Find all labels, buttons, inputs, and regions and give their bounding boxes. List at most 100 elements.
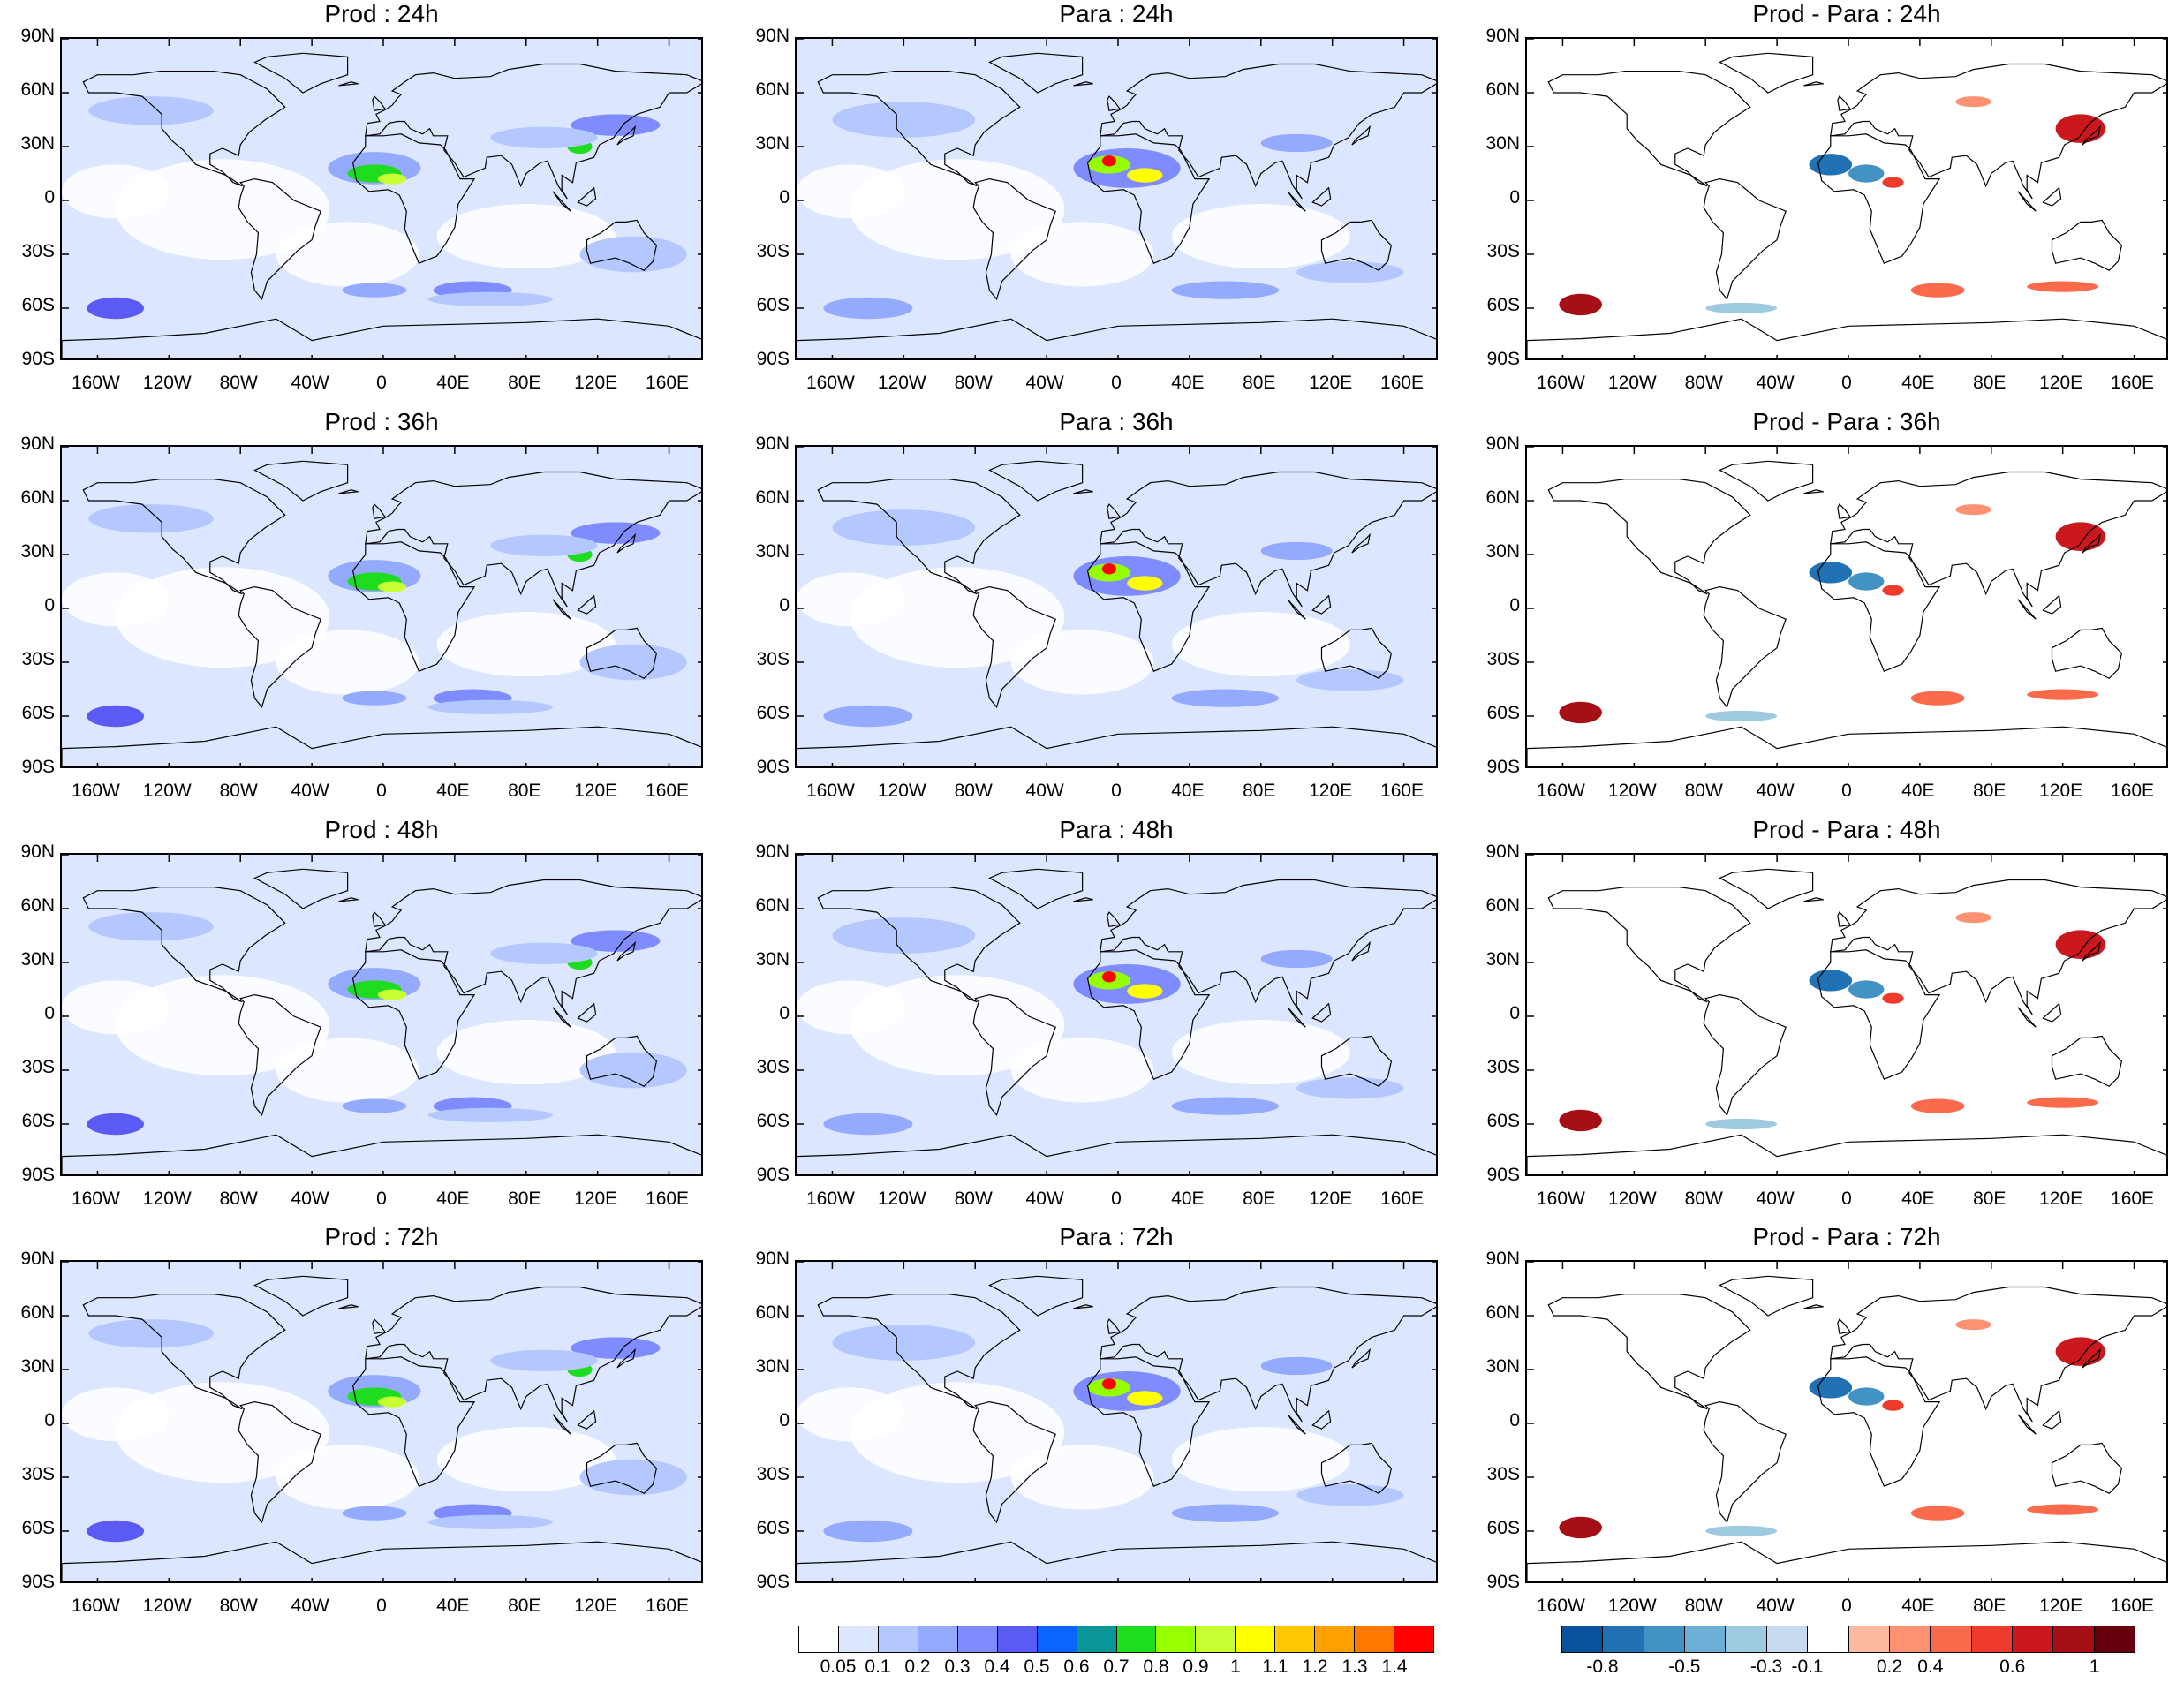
field-contour (1910, 1098, 1965, 1113)
field-low-area (850, 567, 1065, 668)
colorbar-label: 1.3 (1341, 1657, 1368, 1677)
field-contour (1955, 504, 1991, 516)
field-contour (571, 930, 661, 952)
field-low-area (1010, 1038, 1154, 1103)
field-low-area (1171, 1020, 1350, 1085)
coastline (552, 191, 571, 212)
coastline (1830, 471, 2166, 608)
coastline (1719, 460, 1814, 502)
lon-label: 120E (574, 1189, 618, 1209)
lon-label: 80E (1973, 1596, 2006, 1616)
lon-label: 160W (1537, 781, 1585, 801)
field-low-area (62, 1387, 170, 1442)
coastline (1803, 489, 1824, 494)
field-contour (342, 691, 407, 706)
lat-label: 0 (1509, 1410, 1520, 1430)
lon-label: 160E (1380, 781, 1425, 801)
field-contour (1705, 1118, 1778, 1130)
coastline (62, 726, 701, 766)
field-contour (2027, 689, 2099, 700)
lon-label: 80W (219, 1189, 258, 1209)
colorbar-swatch (1037, 1626, 1077, 1652)
coastline (372, 95, 387, 111)
field-low-area (62, 572, 170, 627)
coastline (577, 594, 597, 615)
field-contour (832, 917, 976, 954)
coastline (577, 186, 597, 207)
map-field (62, 447, 701, 766)
field-contour (342, 1098, 407, 1113)
lat-label: 90S (756, 757, 790, 777)
lat-label: 0 (779, 1003, 790, 1023)
lon-label: 40W (1025, 373, 1064, 393)
lon-label: 40W (291, 1189, 329, 1209)
lat-label: 60S (756, 295, 790, 315)
lon-label: 40E (1901, 1189, 1935, 1209)
colorbar-swatch (1116, 1626, 1157, 1652)
field-low-area (797, 572, 904, 627)
lat-label: 0 (44, 1410, 55, 1430)
colorbar-swatch (1315, 1626, 1356, 1652)
coastline (2042, 1002, 2062, 1023)
colorbar-swatch (1808, 1626, 1849, 1652)
coastline (2017, 1007, 2037, 1028)
field-contour (1296, 1077, 1404, 1099)
lon-label: 120E (1309, 781, 1353, 801)
lat-label: 90N (1485, 434, 1520, 454)
lat-label: 30S (1486, 1464, 1520, 1484)
lat-label: 30S (1486, 241, 1520, 261)
colorbar-swatch (838, 1626, 879, 1652)
lon-label: 40E (436, 1189, 470, 1209)
coastline (1086, 541, 1211, 672)
coastline (1107, 503, 1122, 519)
lon-label: 40W (291, 1596, 329, 1616)
field-contour (1296, 1484, 1404, 1506)
map-plot-area (1525, 37, 2168, 360)
colorbar-swatch (1931, 1626, 1972, 1652)
coastline (338, 1304, 359, 1309)
colorbar-swatch (799, 1626, 839, 1652)
coastline (972, 993, 1056, 1117)
lon-label: 160E (1380, 373, 1425, 393)
coastline (972, 177, 1056, 301)
lon-label: 160W (806, 781, 855, 801)
coastline (988, 460, 1084, 502)
lon-label: 0 (376, 1596, 387, 1616)
field-contour (1127, 576, 1163, 591)
colorbar-label: 1 (2089, 1657, 2100, 1677)
field-contour (1296, 669, 1404, 691)
coastline (1351, 125, 1372, 146)
field-contour (1260, 1356, 1333, 1376)
field-contour (1882, 992, 1904, 1004)
lat-label: 60N (755, 895, 790, 916)
coastline (2017, 599, 2037, 620)
coastline (1837, 95, 1852, 111)
field-contour (377, 173, 407, 185)
field-contour (571, 114, 661, 136)
lat-label: 60N (1485, 895, 1520, 916)
coastline (552, 1414, 571, 1435)
lat-label: 60N (20, 79, 55, 100)
coastline (351, 1356, 476, 1487)
field-contour (1171, 1504, 1279, 1522)
lon-label: 160W (72, 1596, 120, 1616)
field-low-area (850, 159, 1065, 260)
coastline (972, 1400, 1056, 1524)
colorbar-swatches (1561, 1626, 2135, 1653)
field-low-area (1171, 204, 1350, 269)
lon-label: 40W (291, 373, 329, 393)
coastline (577, 1002, 597, 1023)
coastline (365, 471, 701, 608)
lat-label: 90S (21, 1165, 55, 1185)
map-field (1527, 855, 2166, 1174)
field-low-area (436, 204, 616, 269)
field-contour (579, 644, 687, 681)
coastline (1719, 868, 1814, 909)
map-field (1527, 447, 2166, 766)
map-plot-area (60, 37, 703, 360)
lat-label: 60N (1485, 487, 1520, 508)
colorbar-label: -0.1 (1791, 1657, 1824, 1677)
lon-label: 80E (1243, 781, 1276, 801)
lat-label: 60N (20, 1302, 55, 1323)
field-contour (823, 297, 913, 320)
